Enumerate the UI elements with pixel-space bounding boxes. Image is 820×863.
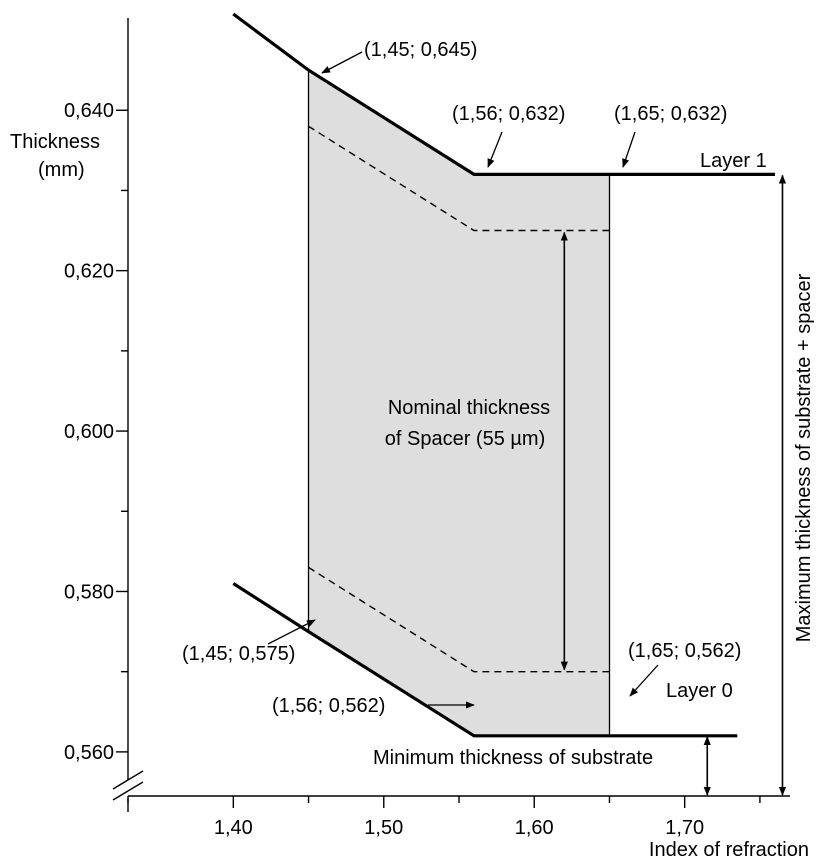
point-label-1-45-0-575: (1,45; 0,575) bbox=[182, 643, 295, 665]
layer-1-label: Layer 1 bbox=[700, 150, 767, 172]
point-arrow-1-56-0-632 bbox=[487, 131, 503, 168]
series-line-layer-1 bbox=[232, 12, 775, 176]
axis-break-mark-2 bbox=[112, 781, 144, 801]
y-axis-title-line1: Thickness bbox=[10, 131, 100, 153]
axis-break-mark-1 bbox=[112, 770, 144, 790]
x-tick-label: 1,50 bbox=[364, 817, 403, 839]
point-arrow-1-65-0-562 bbox=[629, 664, 659, 697]
y-tick-label: 0,620 bbox=[64, 261, 114, 283]
point-label-1-56-0-632: (1,56; 0,632) bbox=[452, 103, 565, 125]
x-tick-label: 1,70 bbox=[665, 817, 704, 839]
x-tick-label: 1,60 bbox=[515, 817, 554, 839]
nominal-thickness-label-line2: of Spacer (55 µm) bbox=[385, 428, 545, 450]
y-tick-label: 0,580 bbox=[64, 581, 114, 603]
x-ticks: 1,40 1,50 1,60 1,70 bbox=[127, 796, 761, 839]
y-tick-label: 0,640 bbox=[64, 100, 114, 122]
point-arrow-1-65-0-632 bbox=[622, 131, 636, 168]
x-tick-label: 1,40 bbox=[214, 817, 253, 839]
y-axis-title-line2: (mm) bbox=[38, 159, 85, 181]
max-substrate-label: Maximum thickness of substrate + spacer bbox=[793, 273, 815, 642]
point-label-1-65-0-632: (1,65; 0,632) bbox=[614, 103, 727, 125]
point-label-1-56-0-562: (1,56; 0,562) bbox=[272, 695, 385, 717]
point-label-1-65-0-562: (1,65; 0,562) bbox=[628, 640, 741, 662]
dashed-line-lower bbox=[308, 566, 610, 673]
point-arrow-1-45-0-575 bbox=[267, 619, 316, 645]
point-label-1-45-0-645: (1,45; 0,645) bbox=[364, 39, 477, 61]
dashed-line-upper bbox=[308, 125, 610, 232]
x-axis-title: Index of refraction bbox=[649, 839, 809, 861]
series-line-layer-0 bbox=[232, 582, 738, 738]
y-ticks: 0,560 0,580 0,600 0,620 0,640 bbox=[64, 100, 128, 764]
y-tick-label: 0,560 bbox=[64, 742, 114, 764]
layer-0-label: Layer 0 bbox=[666, 680, 733, 702]
min-substrate-label: Minimum thickness of substrate bbox=[373, 747, 653, 769]
nominal-thickness-label-line1: Nominal thickness bbox=[388, 397, 550, 419]
point-arrow-1-45-0-645 bbox=[321, 51, 363, 74]
y-tick-label: 0,600 bbox=[64, 421, 114, 443]
